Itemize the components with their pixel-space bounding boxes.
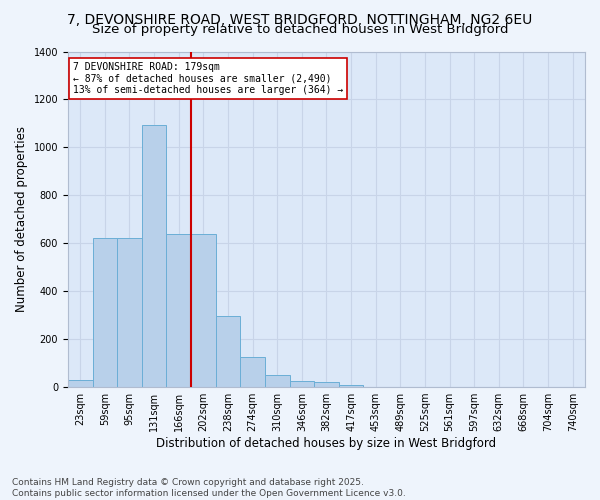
Text: Size of property relative to detached houses in West Bridgford: Size of property relative to detached ho… — [92, 22, 508, 36]
Bar — [92, 238, 117, 387]
Bar — [265, 375, 290, 387]
Text: 7, DEVONSHIRE ROAD, WEST BRIDGFORD, NOTTINGHAM, NG2 6EU: 7, DEVONSHIRE ROAD, WEST BRIDGFORD, NOTT… — [67, 12, 533, 26]
Bar — [166, 234, 191, 387]
X-axis label: Distribution of detached houses by size in West Bridgford: Distribution of detached houses by size … — [157, 437, 497, 450]
Bar — [215, 316, 240, 387]
Y-axis label: Number of detached properties: Number of detached properties — [15, 126, 28, 312]
Bar — [142, 124, 166, 387]
Bar — [290, 381, 314, 387]
Text: 7 DEVONSHIRE ROAD: 179sqm
← 87% of detached houses are smaller (2,490)
13% of se: 7 DEVONSHIRE ROAD: 179sqm ← 87% of detac… — [73, 62, 343, 95]
Bar — [314, 382, 339, 387]
Bar — [191, 234, 215, 387]
Bar — [240, 357, 265, 387]
Bar — [339, 385, 364, 387]
Text: Contains HM Land Registry data © Crown copyright and database right 2025.
Contai: Contains HM Land Registry data © Crown c… — [12, 478, 406, 498]
Bar — [68, 380, 92, 387]
Bar — [117, 238, 142, 387]
